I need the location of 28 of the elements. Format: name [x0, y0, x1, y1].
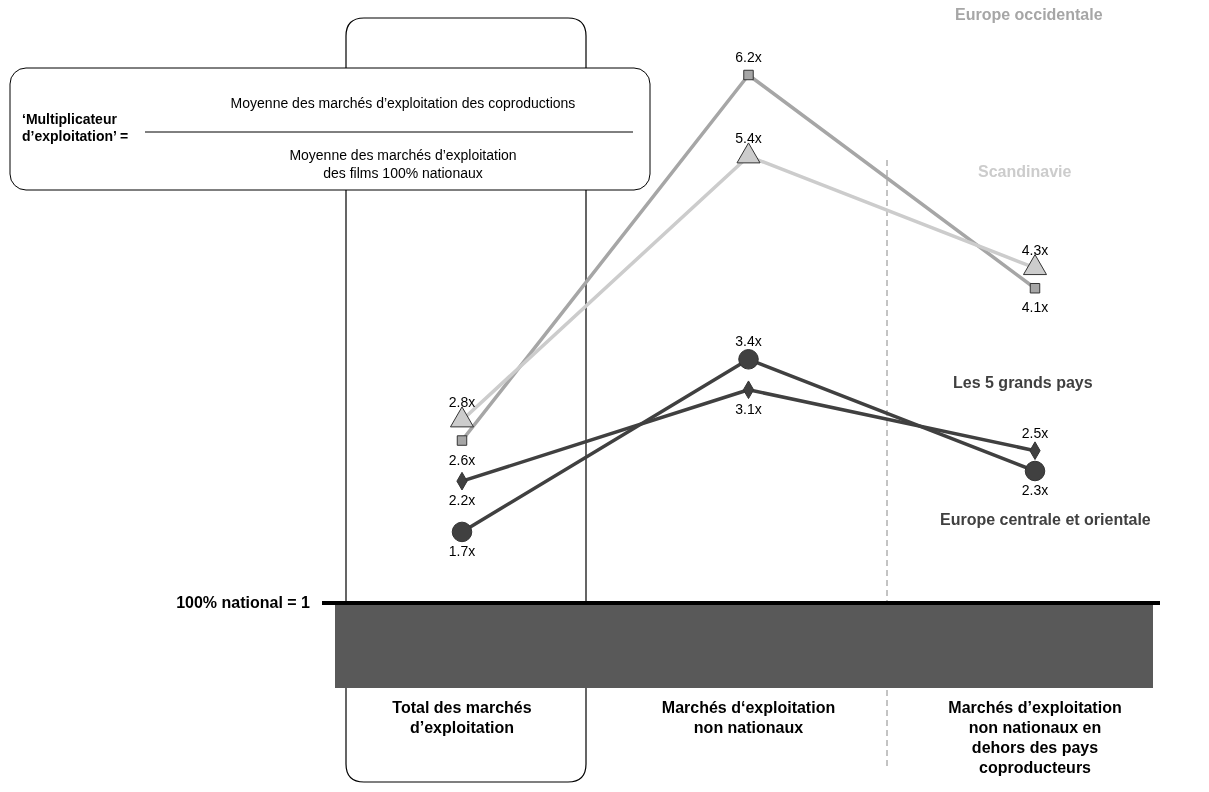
point	[451, 521, 473, 543]
data-label: 3.1x	[735, 400, 762, 417]
x-tick-label: Marchés d‘exploitation non nationaux	[661, 699, 836, 736]
data-label: 1.7x	[448, 542, 476, 559]
data-label: 5.4x	[735, 130, 762, 147]
point	[738, 349, 759, 370]
data-label: 2.8x	[448, 394, 476, 411]
text: Europe centrale et orientale	[940, 511, 1151, 528]
text: ‘Multiplicateur d’exploitation’ =	[22, 111, 129, 144]
point	[1024, 460, 1046, 482]
x-tick-label: Marchés d’exploitation non nationaux en dehors des pays coproducteurs	[948, 699, 1122, 776]
data-label: 4.3x	[1021, 241, 1049, 258]
ref-line-label: 100% national = 1	[176, 594, 311, 611]
data-label: 3.4x	[735, 333, 762, 350]
data-label: 2.5x	[1021, 424, 1049, 441]
data-label: 2.2x	[448, 492, 476, 509]
point	[743, 69, 754, 81]
annotation: Moyenne des marchés d’exploitation des coproductions	[230, 95, 576, 111]
point	[456, 435, 468, 446]
x-tick-label: Total des marchés d’exploitation	[392, 699, 532, 736]
text: Europe occidentale	[955, 6, 1103, 23]
annotation: Moyenne des marchés d’exploitation des films 100% nationaux	[289, 147, 517, 181]
data-label: 2.3x	[1021, 482, 1049, 498]
text: Les 5 grands pays	[953, 374, 1093, 391]
data-label: 6.2x	[735, 49, 762, 65]
data-label: 4.1x	[1021, 299, 1049, 316]
point	[1029, 282, 1041, 294]
data-label: 2.6x	[448, 451, 476, 468]
